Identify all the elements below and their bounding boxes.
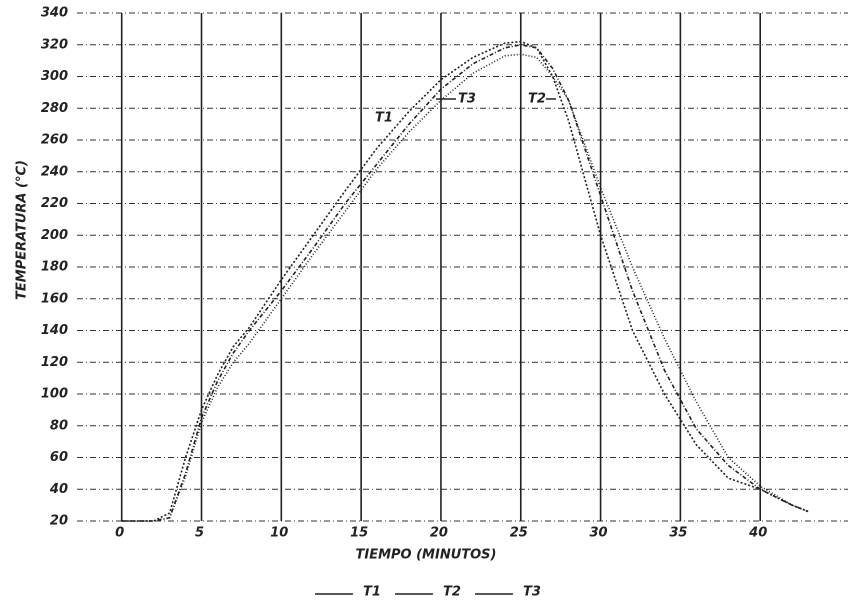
annotation: T3 <box>458 92 476 107</box>
x-tick-label: 40 <box>748 526 767 541</box>
y-tick-label: 140 <box>41 323 68 338</box>
y-tick-label: 180 <box>41 260 68 275</box>
y-tick-label: 280 <box>41 101 68 116</box>
series-line <box>121 43 809 522</box>
x-tick-label: 15 <box>350 526 368 541</box>
y-tick-label: 340 <box>41 6 68 21</box>
legend-label: T1 <box>363 585 381 600</box>
legend-label: T2 <box>443 585 461 600</box>
x-tick-label: 25 <box>510 526 528 541</box>
y-tick-label: 120 <box>41 355 68 370</box>
y-tick-label: 260 <box>41 133 68 148</box>
annotation: T2 <box>528 92 546 107</box>
y-tick-label: 220 <box>41 196 68 211</box>
x-tick-label: 35 <box>669 526 687 541</box>
x-tick-label: 30 <box>590 526 608 541</box>
x-tick-label: 0 <box>115 526 124 541</box>
y-tick-label: 100 <box>41 387 68 402</box>
y-tick-label: 40 <box>49 482 68 497</box>
y-tick-label: 320 <box>41 37 68 52</box>
legend-label: T3 <box>523 585 541 600</box>
y-tick-label: 80 <box>50 418 68 433</box>
x-axis-label: TIEMPO (MINUTOS) <box>355 548 496 563</box>
x-tick-label: 20 <box>430 526 448 541</box>
x-tick-label: 5 <box>195 526 204 541</box>
y-tick-label: 200 <box>41 228 68 243</box>
y-tick-label: 60 <box>50 450 68 465</box>
annotation: T1 <box>375 111 393 126</box>
y-tick-label: 160 <box>41 291 68 306</box>
x-tick-label: 10 <box>270 526 288 541</box>
series-line <box>121 40 809 522</box>
y-tick-label: 300 <box>41 69 68 84</box>
y-tick-label: 20 <box>50 514 68 529</box>
series-line <box>121 53 809 522</box>
y-tick-label: 240 <box>41 164 68 179</box>
y-axis-label: TEMPERATURA (°C) <box>15 160 30 300</box>
